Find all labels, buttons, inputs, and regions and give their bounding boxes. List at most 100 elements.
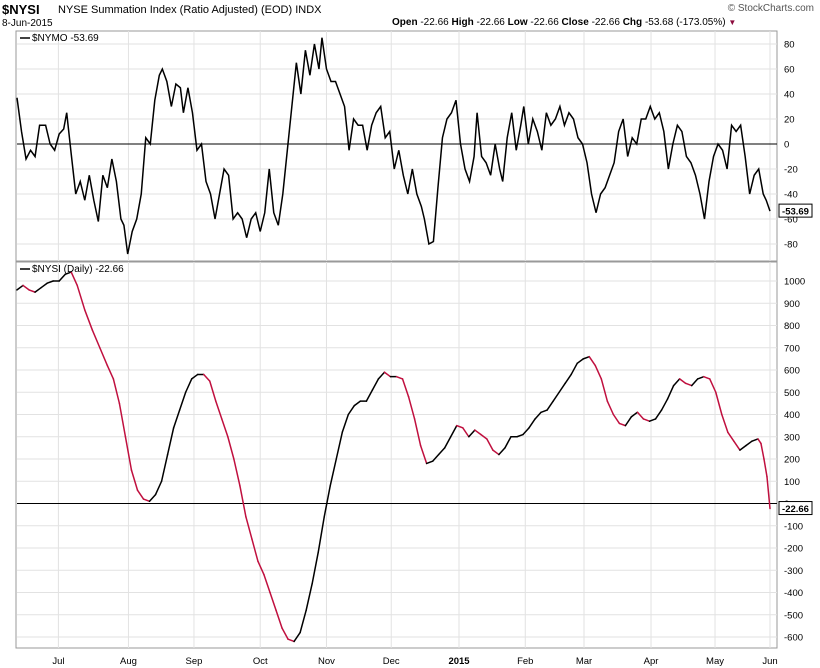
nysi-segment [160, 453, 169, 482]
down-arrow-icon: ▼ [728, 18, 737, 27]
nysi-segment [648, 418, 657, 422]
chart-title: NYSE Summation Index (Ratio Adjusted) (E… [58, 4, 322, 16]
nysi-segment [425, 460, 434, 465]
nysi-segment [395, 375, 404, 380]
nysi-segment [371, 378, 380, 391]
y-tick-label: 40 [784, 90, 795, 101]
nysi-segment [347, 404, 356, 416]
nysi-segment [534, 411, 542, 420]
nysi-segment [528, 418, 536, 429]
nysi-segment [383, 371, 392, 378]
nymo-panel: 80 60 40 20 0 -20 -40 -60 -80 $NYMO -53.69 -53.69 [15, 30, 813, 262]
y-tick-label: -60 [784, 215, 798, 226]
nysi-segment [672, 378, 681, 387]
y-tick-label: -20 [784, 165, 798, 176]
nysi-segment [293, 631, 301, 643]
x-tick-label: Jun [762, 656, 777, 667]
open-label: Open [392, 17, 418, 28]
legend-label: $NYMO -53.69 [32, 33, 99, 44]
x-tick-label: Nov [318, 656, 335, 667]
y-tick-label: -300 [784, 566, 803, 577]
y-tick-label: 900 [784, 299, 800, 310]
nysi-segment [757, 438, 762, 445]
last-value-label: -53.69 [782, 207, 809, 218]
nysi-segment [84, 309, 94, 331]
nysi-segment [335, 431, 344, 460]
y-tick-label: -200 [784, 544, 803, 555]
nysi-segment [576, 358, 585, 365]
nysi-segment [172, 409, 181, 429]
nysi-segment [739, 444, 747, 451]
y-tick-label: 200 [784, 455, 800, 466]
nysi-segment [221, 418, 229, 438]
nysi-segment [715, 391, 723, 416]
y-tick-label: 500 [784, 388, 800, 399]
x-tick-label: 2015 [448, 656, 470, 667]
nysi-segment [323, 484, 331, 518]
date-label: 8-Jun-2015 [2, 18, 53, 29]
close-label: Close [561, 17, 589, 28]
nysi-segment [148, 493, 157, 503]
nysi-segment [431, 453, 440, 462]
nysi-segment [154, 480, 163, 496]
x-tick-label: Mar [576, 656, 592, 667]
nysi-segment [16, 284, 24, 291]
nysi-segment [106, 364, 115, 380]
nysi-segment [112, 378, 121, 405]
nysi-segment [666, 384, 675, 400]
nysi-segment [287, 638, 295, 643]
chg-value: -53.68 (-173.05%) [644, 17, 726, 28]
nysi-segment [215, 400, 223, 420]
y-tick-label: 0 [784, 140, 789, 151]
nysi-segment [184, 378, 193, 393]
nysi-segment [202, 373, 211, 382]
nysi-segment [257, 560, 265, 576]
y-tick-label: 300 [784, 432, 800, 443]
nysi-segment [636, 411, 645, 420]
x-tick-label: May [706, 656, 724, 667]
y-tick-label: 20 [784, 115, 795, 126]
nysi-segment [721, 413, 729, 434]
low-label: Low [507, 17, 528, 28]
nysi-segment [522, 427, 530, 436]
nysi-segment [552, 391, 560, 402]
nysi-segment [377, 371, 386, 380]
y-tick-label: -100 [784, 521, 803, 532]
y-tick-label: 1000 [784, 277, 805, 288]
nysi-segment [702, 375, 711, 380]
high-label: High [451, 17, 474, 28]
nysi-segment [28, 289, 36, 293]
nysi-segment [407, 395, 416, 420]
x-tick-label: Apr [644, 656, 659, 667]
exchange-label: INDX [295, 4, 322, 16]
nysi-segment [684, 382, 693, 387]
nysi-segment [58, 273, 66, 282]
y-tick-label: 700 [784, 343, 800, 354]
high-value: -22.66 [476, 17, 505, 28]
nysi-segment [678, 378, 687, 385]
nysi-segment [136, 489, 145, 500]
last-value-label: -22.66 [782, 504, 809, 515]
nysi-segment [594, 364, 603, 380]
nysi-segment [733, 440, 741, 451]
nysi-segment [745, 440, 753, 447]
nysi-segment [504, 436, 512, 449]
nysi-segment [727, 431, 735, 442]
nysi-segment [275, 609, 283, 629]
nysi-segment [546, 400, 554, 411]
nysi-segment [660, 398, 669, 411]
nysi-segment [443, 436, 452, 449]
y-tick-label: 60 [784, 65, 795, 76]
nysi-segment [413, 418, 422, 447]
nysi-segment [630, 411, 639, 418]
nysi-segment [70, 271, 78, 287]
nysi-segment [564, 373, 572, 385]
y-tick-label: 80 [784, 40, 795, 51]
nysi-segment [696, 375, 705, 380]
x-tick-label: Feb [517, 656, 533, 667]
nysi-segment [760, 442, 765, 460]
legend-label: $NYSI (Daily) -22.66 [32, 264, 124, 275]
x-tick-label: Jul [52, 656, 64, 667]
y-tick-label: -600 [784, 633, 803, 644]
